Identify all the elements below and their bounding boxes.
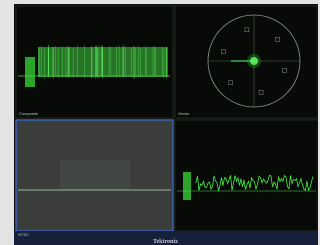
screen: Composite Vector NTSC Tektronix (0, 0, 318, 245)
vector-panel (175, 6, 318, 118)
picture-content (60, 160, 130, 190)
waveform2-panel (175, 120, 318, 231)
vector-label: Vector (178, 111, 190, 116)
sync-pulse (25, 57, 35, 87)
sync-pulse (183, 172, 191, 200)
waveform-label: Composite (19, 111, 39, 116)
picture-label: NTSC (18, 232, 29, 237)
page: Composite Vector NTSC Tektronix (() => {… (0, 0, 318, 245)
brand: Tektronix (153, 239, 178, 245)
